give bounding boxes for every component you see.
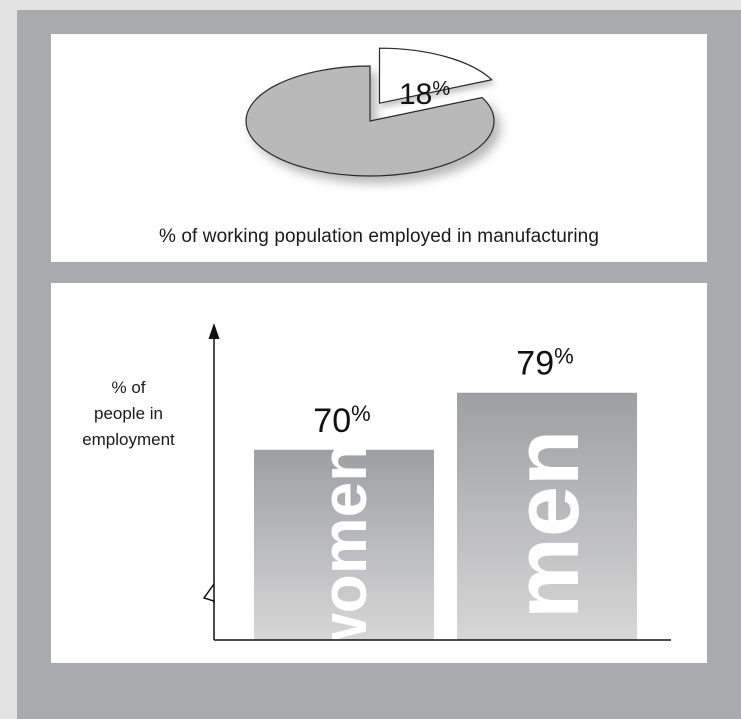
y-axis-label: % of people in employment: [51, 375, 206, 453]
bar-women: [254, 449, 434, 640]
bar-chart-panel: women 70% men 79% % of people in employment: [51, 283, 707, 663]
bar-value-label-men: 79%: [516, 344, 573, 383]
pie-chart-panel: 18% % of working population employed in …: [51, 34, 707, 262]
chart-frame: 18% % of working population employed in …: [17, 10, 741, 719]
y-axis-break: [202, 583, 215, 603]
bar-men: [457, 392, 637, 640]
pie-label-unit: %: [432, 78, 450, 100]
axes-layer: [202, 323, 671, 641]
pie-slice-label: 18%: [399, 78, 450, 111]
y-axis-label-line-2: people in: [93, 404, 163, 423]
bar-category-label-men: men: [496, 430, 598, 619]
pie-slice-remainder: [245, 65, 495, 177]
pie-caption: % of working population employed in manu…: [158, 226, 600, 247]
y-axis-arrow: [208, 323, 220, 339]
pie-chart: 18%: [245, 47, 495, 177]
bar-value-label-women: 70%: [313, 401, 370, 440]
pie-slice-18-percent: [378, 47, 493, 104]
y-axis-label-line-1: % of: [111, 378, 146, 397]
bar-category-label-women: women: [308, 443, 380, 663]
pie-label-number: 18: [399, 78, 432, 111]
y-axis-label-line-3: employment: [82, 430, 175, 449]
